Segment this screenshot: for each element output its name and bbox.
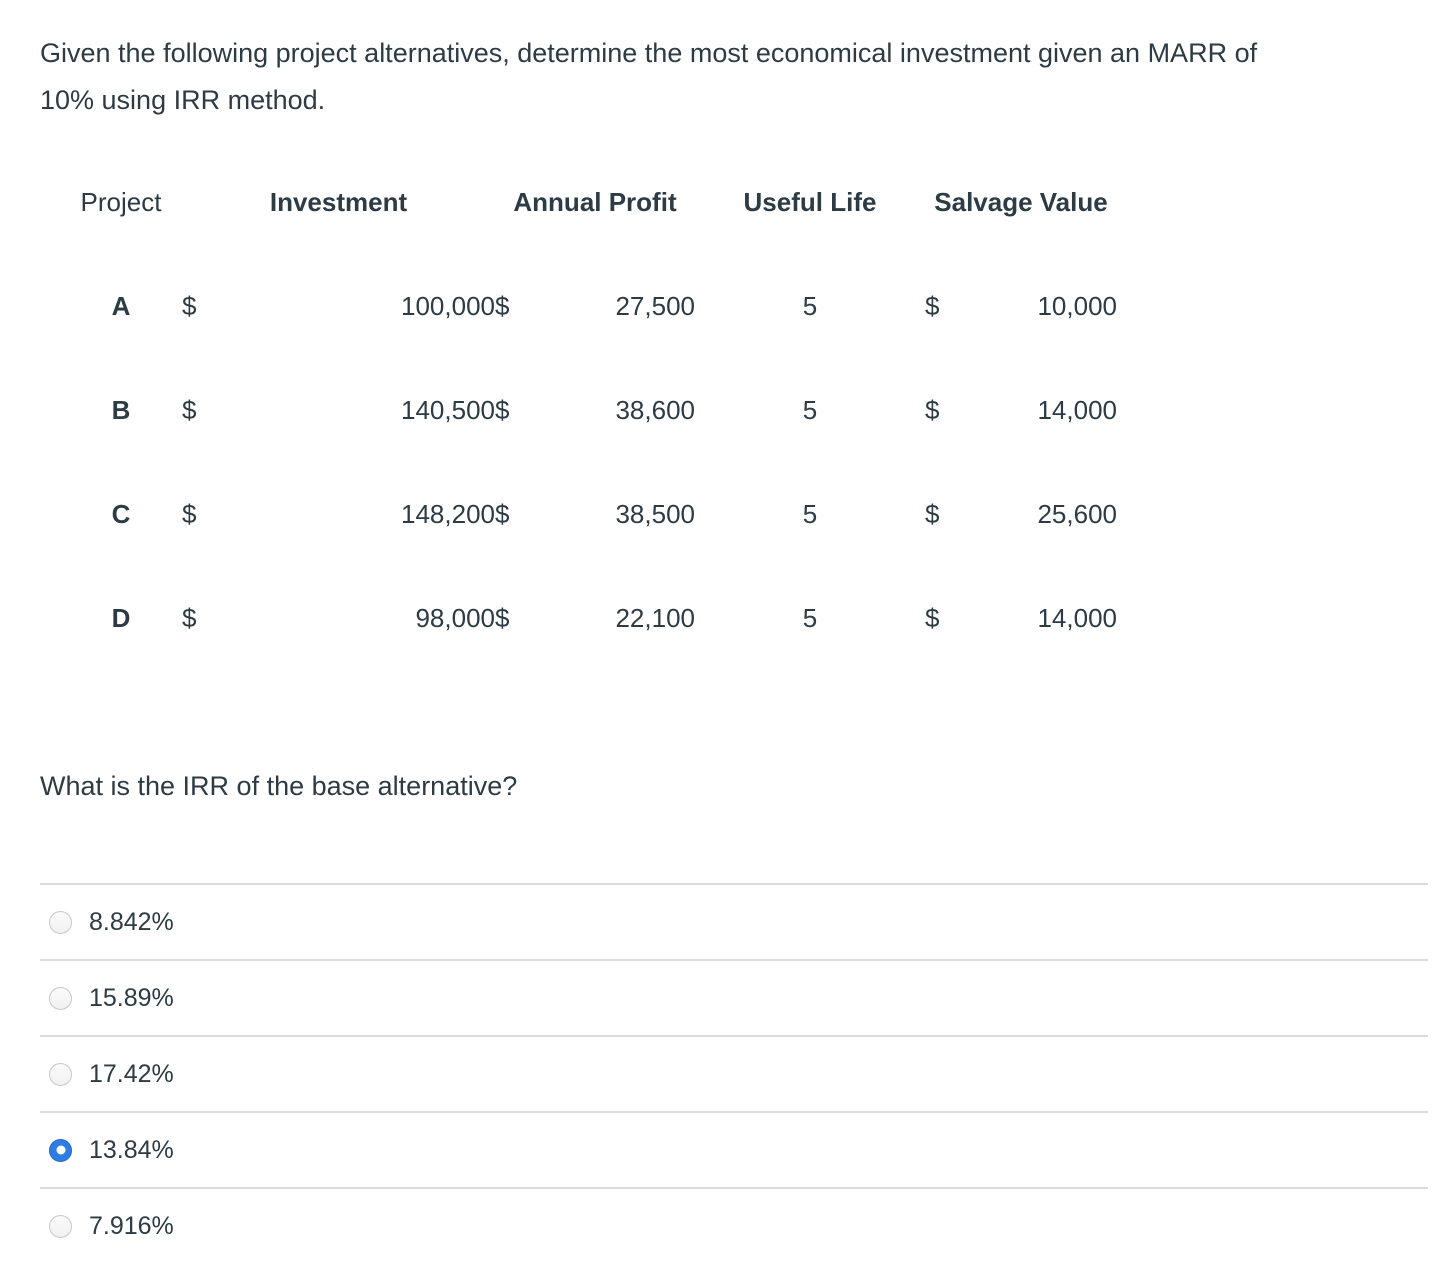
answer-options: 8.842% 15.89% 17.42% 13.84% 7.916% bbox=[40, 883, 1428, 1263]
answer-option-label: 7.916% bbox=[89, 1211, 174, 1240]
currency-symbol: $ bbox=[182, 498, 197, 529]
header-project: Project bbox=[80, 186, 162, 217]
table-row: D $ 98,000 $ 22,100 5 $ 14,000 bbox=[60, 566, 1117, 670]
answer-option-label: 8.842% bbox=[89, 907, 174, 936]
project-label: B bbox=[111, 394, 131, 425]
question-prompt: Given the following project alternatives… bbox=[40, 38, 1258, 115]
currency-symbol: $ bbox=[495, 290, 510, 321]
investment-value: 98,000 bbox=[415, 602, 495, 633]
currency-symbol: $ bbox=[495, 498, 510, 529]
project-alternatives-table: Project Investment Annual Profit Useful … bbox=[60, 150, 1117, 670]
investment-value: 100,000 bbox=[401, 290, 495, 321]
salvage-value: 25,600 bbox=[1037, 498, 1117, 529]
useful-life-value: 5 bbox=[802, 290, 818, 321]
answer-option[interactable]: 7.916% bbox=[40, 1187, 1428, 1263]
table-row: B $ 140,500 $ 38,600 5 $ 14,000 bbox=[60, 358, 1117, 462]
table-header-row: Project Investment Annual Profit Useful … bbox=[60, 150, 1117, 254]
radio-button-icon[interactable] bbox=[49, 910, 72, 934]
radio-button-icon[interactable] bbox=[49, 1214, 72, 1238]
investment-value: 140,500 bbox=[401, 394, 495, 425]
useful-life-value: 5 bbox=[802, 602, 818, 633]
project-label: C bbox=[111, 498, 131, 529]
currency-symbol: $ bbox=[495, 602, 510, 633]
answer-option-label: 15.89% bbox=[89, 983, 174, 1012]
answer-option[interactable]: 17.42% bbox=[40, 1035, 1428, 1111]
currency-symbol: $ bbox=[925, 498, 940, 529]
radio-button-icon[interactable] bbox=[49, 986, 72, 1010]
investment-value: 148,200 bbox=[401, 498, 495, 529]
salvage-value: 14,000 bbox=[1037, 602, 1117, 633]
table-row: C $ 148,200 $ 38,500 5 $ 25,600 bbox=[60, 462, 1117, 566]
header-investment: Investment bbox=[269, 186, 408, 217]
annual-profit-value: 27,500 bbox=[615, 290, 695, 321]
salvage-value: 10,000 bbox=[1037, 290, 1117, 321]
sub-question-text: What is the IRR of the base alternative? bbox=[40, 771, 518, 801]
annual-profit-value: 38,600 bbox=[615, 394, 695, 425]
project-label: D bbox=[111, 602, 131, 633]
radio-button-icon[interactable] bbox=[49, 1062, 72, 1086]
currency-symbol: $ bbox=[182, 290, 197, 321]
currency-symbol: $ bbox=[182, 602, 197, 633]
table-row: A $ 100,000 $ 27,500 5 $ 10,000 bbox=[60, 254, 1117, 358]
header-salvage-value: Salvage Value bbox=[934, 186, 1108, 217]
annual-profit-value: 38,500 bbox=[615, 498, 695, 529]
answer-option-label: 17.42% bbox=[89, 1059, 174, 1088]
answer-option[interactable]: 13.84% bbox=[40, 1111, 1428, 1187]
answer-option[interactable]: 8.842% bbox=[40, 883, 1428, 959]
useful-life-value: 5 bbox=[802, 394, 818, 425]
currency-symbol: $ bbox=[925, 290, 940, 321]
radio-button-icon[interactable] bbox=[49, 1138, 72, 1162]
currency-symbol: $ bbox=[925, 602, 940, 633]
annual-profit-value: 22,100 bbox=[615, 602, 695, 633]
header-annual-profit: Annual Profit bbox=[513, 186, 677, 217]
salvage-value: 14,000 bbox=[1037, 394, 1117, 425]
answer-option[interactable]: 15.89% bbox=[40, 959, 1428, 1035]
answer-option-label: 13.84% bbox=[89, 1135, 174, 1164]
project-label: A bbox=[111, 290, 131, 321]
header-useful-life: Useful Life bbox=[743, 186, 877, 217]
currency-symbol: $ bbox=[925, 394, 940, 425]
useful-life-value: 5 bbox=[802, 498, 818, 529]
currency-symbol: $ bbox=[495, 394, 510, 425]
currency-symbol: $ bbox=[182, 394, 197, 425]
